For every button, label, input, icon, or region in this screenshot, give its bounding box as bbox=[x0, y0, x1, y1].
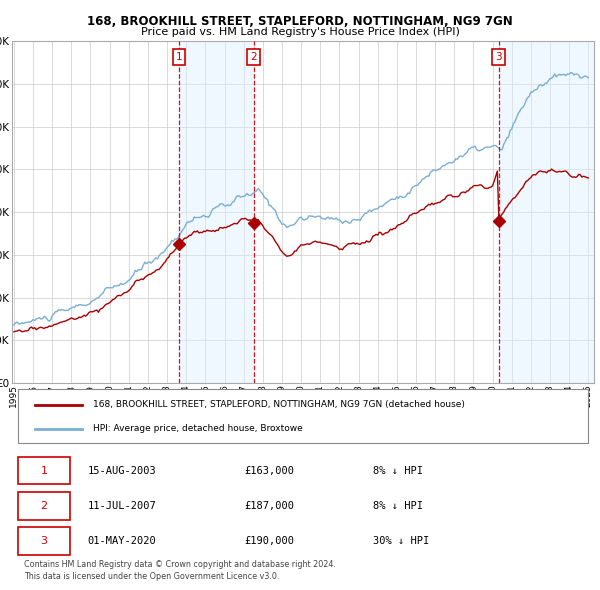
Text: 15-AUG-2003: 15-AUG-2003 bbox=[88, 466, 157, 476]
Text: 11-JUL-2007: 11-JUL-2007 bbox=[88, 501, 157, 511]
Text: HPI: Average price, detached house, Broxtowe: HPI: Average price, detached house, Brox… bbox=[94, 424, 303, 433]
Text: Price paid vs. HM Land Registry's House Price Index (HPI): Price paid vs. HM Land Registry's House … bbox=[140, 27, 460, 37]
Text: 168, BROOKHILL STREET, STAPLEFORD, NOTTINGHAM, NG9 7GN: 168, BROOKHILL STREET, STAPLEFORD, NOTTI… bbox=[87, 15, 513, 28]
Text: 3: 3 bbox=[41, 536, 47, 546]
Text: 8% ↓ HPI: 8% ↓ HPI bbox=[373, 501, 423, 511]
FancyBboxPatch shape bbox=[18, 527, 70, 555]
Text: 2: 2 bbox=[250, 52, 257, 62]
Text: 2: 2 bbox=[40, 501, 47, 511]
Text: 1: 1 bbox=[41, 466, 47, 476]
Bar bbox=[499, 41, 594, 383]
FancyBboxPatch shape bbox=[18, 457, 70, 484]
Text: 30% ↓ HPI: 30% ↓ HPI bbox=[373, 536, 429, 546]
Text: 1: 1 bbox=[176, 52, 182, 62]
FancyBboxPatch shape bbox=[18, 389, 588, 444]
FancyBboxPatch shape bbox=[18, 492, 70, 520]
Text: 3: 3 bbox=[496, 52, 502, 62]
Text: 168, BROOKHILL STREET, STAPLEFORD, NOTTINGHAM, NG9 7GN (detached house): 168, BROOKHILL STREET, STAPLEFORD, NOTTI… bbox=[94, 401, 466, 409]
Text: £190,000: £190,000 bbox=[245, 536, 295, 546]
Text: £187,000: £187,000 bbox=[245, 501, 295, 511]
Text: 8% ↓ HPI: 8% ↓ HPI bbox=[373, 466, 423, 476]
Text: Contains HM Land Registry data © Crown copyright and database right 2024.: Contains HM Land Registry data © Crown c… bbox=[23, 560, 335, 569]
Bar bbox=[179, 41, 254, 383]
Text: 01-MAY-2020: 01-MAY-2020 bbox=[88, 536, 157, 546]
Text: This data is licensed under the Open Government Licence v3.0.: This data is licensed under the Open Gov… bbox=[23, 572, 279, 581]
Text: £163,000: £163,000 bbox=[245, 466, 295, 476]
